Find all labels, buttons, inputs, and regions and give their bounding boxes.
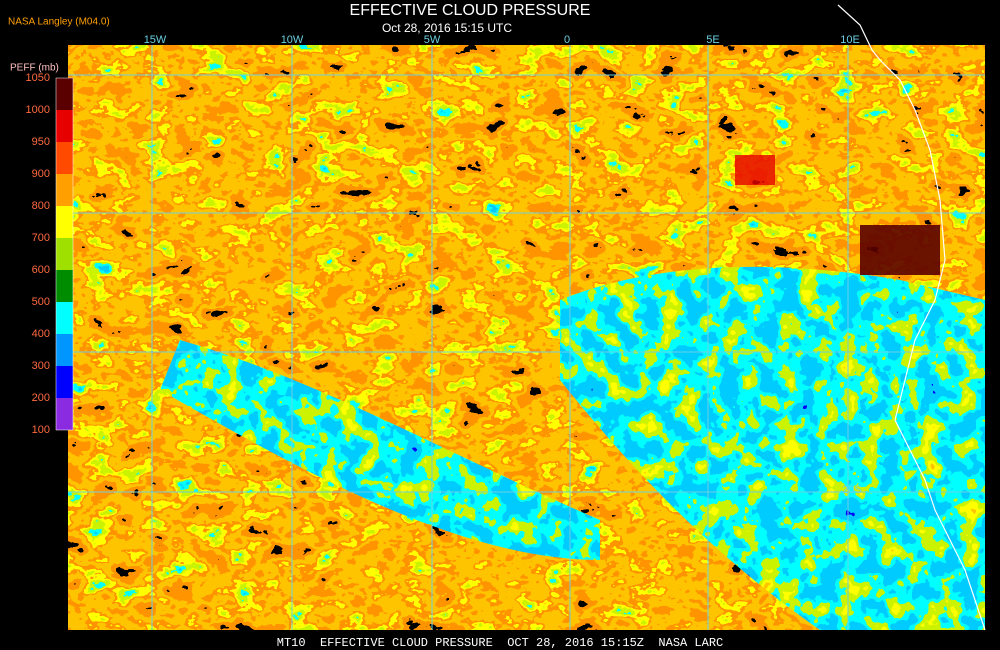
legend-tick-label: 700 — [32, 232, 50, 244]
legend-swatch — [56, 270, 73, 302]
legend-tick-label: 1000 — [26, 104, 50, 116]
graticule — [68, 45, 985, 630]
lon-label: 5E — [706, 34, 719, 46]
lon-label: 10W — [281, 34, 304, 46]
title: EFFECTIVE CLOUD PRESSURE — [350, 2, 591, 19]
legend-swatch — [56, 238, 73, 270]
legend-swatch — [56, 110, 73, 142]
legend-swatch — [56, 398, 73, 430]
legend-tick-label: 800 — [32, 200, 50, 212]
legend-tick-label: 300 — [32, 360, 50, 372]
satellite-image — [68, 45, 985, 630]
lon-label: 0 — [564, 34, 570, 46]
lat-label: 20S — [842, 484, 862, 496]
legend-tick-label: 600 — [32, 264, 50, 276]
credit: NASA Langley (M04.0) — [8, 17, 110, 28]
coastline — [837, 4, 986, 631]
legend-swatch — [56, 302, 73, 334]
legend-swatch — [56, 174, 73, 206]
legend-tick-label: 100 — [32, 424, 50, 436]
lon-label: 15W — [144, 34, 167, 46]
longitude-labels: 15W 10W 5W 0 5E 10E 20S — [144, 34, 862, 496]
subtitle: Oct 28, 2016 15:15 UTC — [382, 21, 512, 35]
legend-tick-label: 900 — [32, 168, 50, 180]
legend-swatch — [56, 206, 73, 238]
legend-swatch — [56, 366, 73, 398]
legend-tick-label: 200 — [32, 392, 50, 404]
footer: MT10 EFFECTIVE CLOUD PRESSURE OCT 28, 20… — [277, 636, 723, 650]
legend-tick-label: 1050 — [26, 72, 50, 84]
legend-swatch — [56, 142, 73, 174]
legend-tick-label: 950 — [32, 136, 50, 148]
legend-swatch — [56, 334, 73, 366]
lon-label: 10E — [840, 34, 860, 46]
legend-tick-label: 500 — [32, 296, 50, 308]
legend-swatch — [56, 78, 73, 110]
legend: 1050 1000 950 900 800 700 600 500 400 300 200 100 — [26, 72, 74, 436]
legend-title: PEFF (mb) — [10, 63, 59, 74]
legend-tick-label: 400 — [32, 328, 50, 340]
lon-label: 5W — [424, 34, 441, 46]
legend-frame — [55, 77, 74, 431]
